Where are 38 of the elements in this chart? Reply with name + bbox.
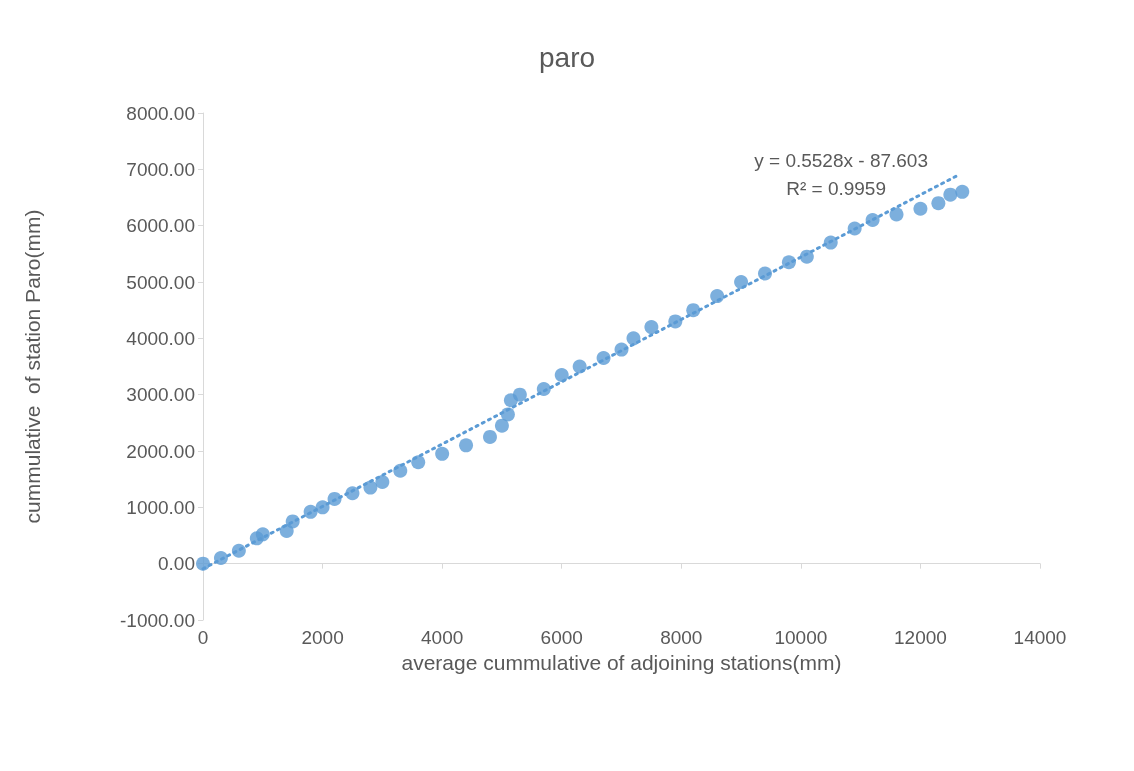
y-tick-label: 1000.00 [126, 496, 195, 518]
point [889, 207, 904, 222]
x-tick-label: 6000 [540, 627, 583, 648]
annotation: y = 0.5528x - 87.603 [754, 150, 928, 171]
x-tick-label: 2000 [301, 627, 344, 648]
y-tick-label: 2000.00 [126, 440, 195, 462]
x-tick-label: 4000 [421, 627, 464, 648]
y-tick-label: 6000.00 [126, 215, 195, 237]
point [459, 438, 474, 453]
point [435, 446, 450, 461]
y-tick-label: 0.00 [158, 553, 195, 575]
y-tick-label: -1000.00 [119, 609, 195, 631]
x-tick-label: 0 [197, 627, 209, 648]
point [943, 187, 958, 202]
point [512, 387, 527, 402]
point [913, 201, 928, 216]
chart-title: paro [538, 41, 596, 73]
point [554, 367, 569, 382]
x-tick-label: 12000 [894, 627, 947, 648]
y-tick-label: 8000.00 [126, 102, 195, 124]
y-tick-label: 5000.00 [126, 271, 195, 293]
x-tick-label: 8000 [660, 627, 703, 648]
point [375, 474, 390, 489]
x-tick-label: 10000 [774, 627, 828, 648]
annotation: R² = 0.9959 [786, 178, 887, 199]
y-tick-label: 4000.00 [126, 327, 195, 349]
point [931, 196, 946, 211]
point [196, 556, 210, 571]
y-tick-label: 7000.00 [126, 158, 195, 180]
y-tick-label: 3000.00 [126, 384, 195, 406]
x-tick-label: 14000 [1013, 627, 1067, 648]
y-axis-title: cummulative of station Paro(mm) [21, 209, 44, 524]
point [644, 320, 659, 335]
point [734, 275, 749, 289]
point [955, 184, 970, 199]
point [494, 418, 509, 433]
x-axis-title: average cummulative of adjoining stations(mm) [401, 650, 842, 674]
point [482, 429, 497, 444]
